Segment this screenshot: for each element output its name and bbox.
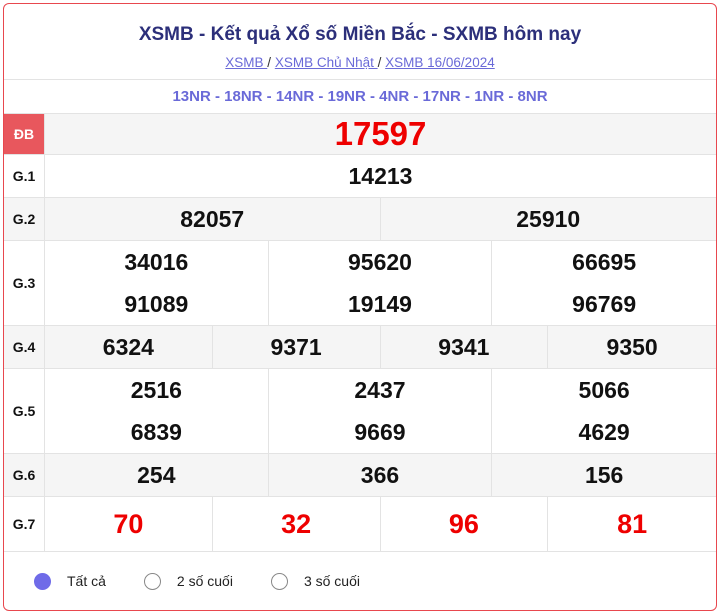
prize-number: 34016 — [45, 241, 269, 283]
prize-number: 9669 — [269, 411, 493, 453]
breadcrumb-separator: / — [377, 55, 382, 70]
prize-number: 6324 — [45, 326, 213, 368]
prize-number: 19149 — [269, 283, 493, 325]
prize-label: G.4 — [4, 326, 45, 368]
filter-all[interactable]: Tất cả — [34, 572, 106, 590]
breadcrumb: XSMB / XSMB Chủ Nhật / XSMB 16/06/2024 — [4, 55, 716, 70]
prize-number: 9371 — [213, 326, 381, 368]
prize-label: G.5 — [4, 369, 45, 453]
header: XSMB - Kết quả Xổ số Miền Bắc - SXMB hôm… — [4, 4, 716, 80]
filter-last-2[interactable]: 2 số cuối — [143, 572, 233, 590]
prize-number: 81 — [617, 508, 648, 539]
radio-selected-icon[interactable] — [34, 572, 51, 590]
prize-row-g4: G.4 6324 9371 9341 9350 — [4, 326, 716, 369]
prize-number: 6839 — [45, 411, 269, 453]
prize-row-g7: G.7 70 32 96 81 — [4, 497, 716, 552]
prize-label: G.7 — [4, 497, 45, 551]
prize-number: 2437 — [269, 369, 493, 411]
prize-label: G.1 — [4, 155, 45, 197]
filter-label: 3 số cuối — [303, 573, 360, 589]
filter-label: 2 số cuối — [176, 573, 233, 589]
prize-number: 70 — [45, 497, 213, 551]
prize-number: 2516 — [45, 369, 269, 411]
prize-number: 366 — [269, 454, 493, 496]
prize-number: 25910 — [516, 205, 581, 232]
prize-number: 91089 — [45, 283, 269, 325]
prize-number: 32 — [213, 497, 381, 551]
prize-number: 9350 — [606, 333, 658, 360]
prize-number: 95620 — [269, 241, 493, 283]
prize-row-g2: G.2 82057 25910 — [4, 198, 716, 241]
filter-label: Tất cả — [67, 573, 106, 589]
prize-label: G.3 — [4, 241, 45, 325]
prize-number: 82057 — [45, 198, 381, 240]
prize-number: 96769 — [572, 290, 637, 317]
breadcrumb-date[interactable]: XSMB 16/06/2024 — [385, 55, 495, 70]
prize-codes: 13NR - 18NR - 14NR - 19NR - 4NR - 17NR -… — [4, 80, 716, 114]
prize-row-db: ĐB 17597 — [4, 114, 716, 155]
breadcrumb-weekday[interactable]: XSMB Chủ Nhật — [274, 55, 378, 70]
prize-number: 17597 — [334, 115, 427, 152]
prize-row-g1: G.1 14213 — [4, 155, 716, 198]
prize-number: 254 — [45, 454, 269, 496]
prize-number: 4629 — [578, 418, 630, 445]
prize-label: ĐB — [4, 114, 45, 154]
results-table: ĐB 17597 G.1 14213 G.2 82057 25910 G.3 34016 9562… — [4, 114, 716, 552]
prize-label: G.6 — [4, 454, 45, 496]
breadcrumb-separator: / — [267, 55, 272, 70]
radio-icon[interactable] — [270, 572, 288, 590]
prize-number: 9341 — [381, 326, 549, 368]
prize-number: 156 — [584, 461, 624, 488]
digit-filter: Tất cả 2 số cuối 3 số cuối — [4, 552, 716, 610]
filter-last-3[interactable]: 3 số cuối — [270, 572, 360, 590]
radio-icon[interactable] — [143, 572, 161, 590]
prize-row-g3: G.3 34016 95620 66695 91089 19149 96769 — [4, 241, 716, 326]
prize-row-g5: G.5 2516 2437 5066 6839 9669 4629 — [4, 369, 716, 454]
prize-number: 14213 — [348, 162, 413, 189]
breadcrumb-xsmb[interactable]: XSMB — [225, 55, 268, 70]
prize-number: 5066 — [578, 376, 630, 403]
page-title: XSMB - Kết quả Xổ số Miền Bắc - SXMB hôm… — [138, 24, 582, 45]
prize-row-g6: G.6 254 366 156 — [4, 454, 716, 497]
prize-number: 66695 — [572, 248, 637, 275]
results-card: XSMB - Kết quả Xổ số Miền Bắc - SXMB hôm… — [3, 3, 717, 611]
prize-label: G.2 — [4, 198, 45, 240]
prize-number: 96 — [381, 497, 549, 551]
